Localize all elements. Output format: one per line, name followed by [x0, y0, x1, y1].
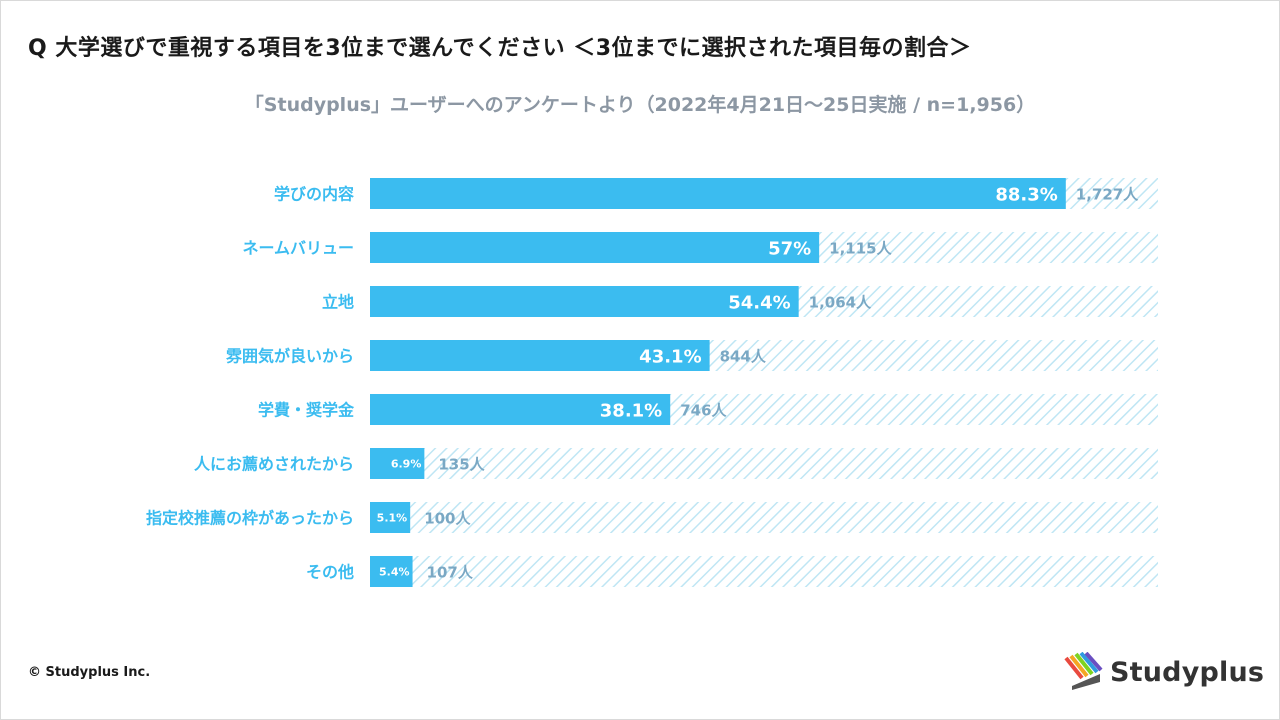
category-label: 指定校推薦の枠があったから — [146, 509, 354, 528]
category-label: 雰囲気が良いから — [226, 347, 354, 366]
value-label: 38.1% — [600, 401, 662, 422]
count-label: 1,115人 — [829, 240, 892, 258]
value-label: 5.4% — [379, 566, 410, 579]
value-label: 54.4% — [728, 293, 790, 314]
bar — [370, 502, 411, 533]
category-label: ネームバリュー — [242, 239, 354, 258]
category-label: 学びの内容 — [274, 185, 354, 204]
bar-track — [370, 556, 1158, 587]
bar — [370, 556, 413, 587]
count-label: 1,727人 — [1076, 186, 1139, 204]
count-label: 135人 — [438, 456, 485, 474]
bar-track — [370, 502, 1158, 533]
count-label: 107人 — [427, 564, 474, 582]
category-label: 学費・奨学金 — [258, 401, 355, 420]
value-label: 88.3% — [995, 185, 1057, 206]
count-label: 1,064人 — [809, 294, 872, 312]
count-label: 844人 — [720, 348, 767, 366]
bar — [370, 394, 671, 425]
chart-title: Q 大学選びで重視する項目を3位まで選んでください ＜3位までに選択された項目毎… — [28, 36, 972, 61]
logo-text: Studyplus — [1110, 656, 1265, 688]
value-label: 5.1% — [377, 512, 408, 525]
studyplus-logo: Studyplus — [1062, 650, 1264, 694]
category-label: 立地 — [322, 293, 354, 312]
value-label: 6.9% — [391, 458, 422, 471]
chart-subtitle: 「Studyplus」ユーザーへのアンケートより（2022年4月21日〜25日実… — [244, 94, 1036, 116]
value-label: 57% — [768, 239, 811, 260]
copyright-text: © Studyplus Inc. — [28, 665, 151, 680]
bar — [370, 448, 425, 479]
category-label: その他 — [306, 563, 354, 582]
bar — [370, 178, 1066, 209]
stacked-pens-icon — [1064, 652, 1103, 690]
value-label: 43.1% — [639, 347, 701, 368]
count-label: 100人 — [424, 510, 471, 528]
bar — [370, 232, 820, 263]
category-label: 人にお薦めされたから — [194, 455, 354, 474]
bar-track — [370, 448, 1158, 479]
count-label: 746人 — [680, 402, 727, 420]
bar — [370, 340, 710, 371]
bar — [370, 286, 799, 317]
